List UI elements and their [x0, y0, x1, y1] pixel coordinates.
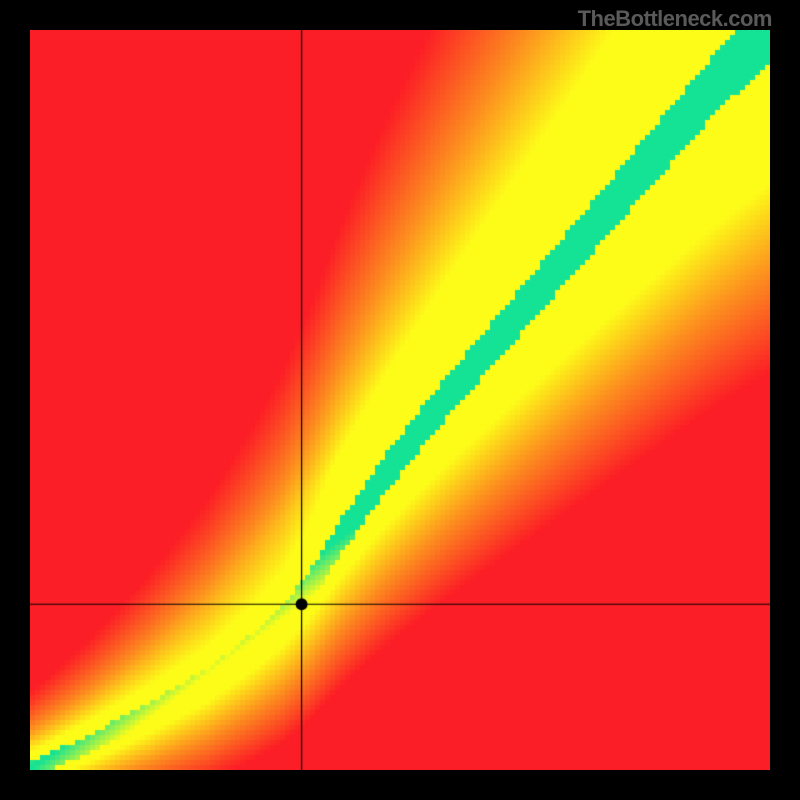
bottleneck-heatmap-canvas — [30, 30, 770, 770]
watermark-text: TheBottleneck.com — [578, 6, 772, 32]
chart-container: TheBottleneck.com — [0, 0, 800, 800]
